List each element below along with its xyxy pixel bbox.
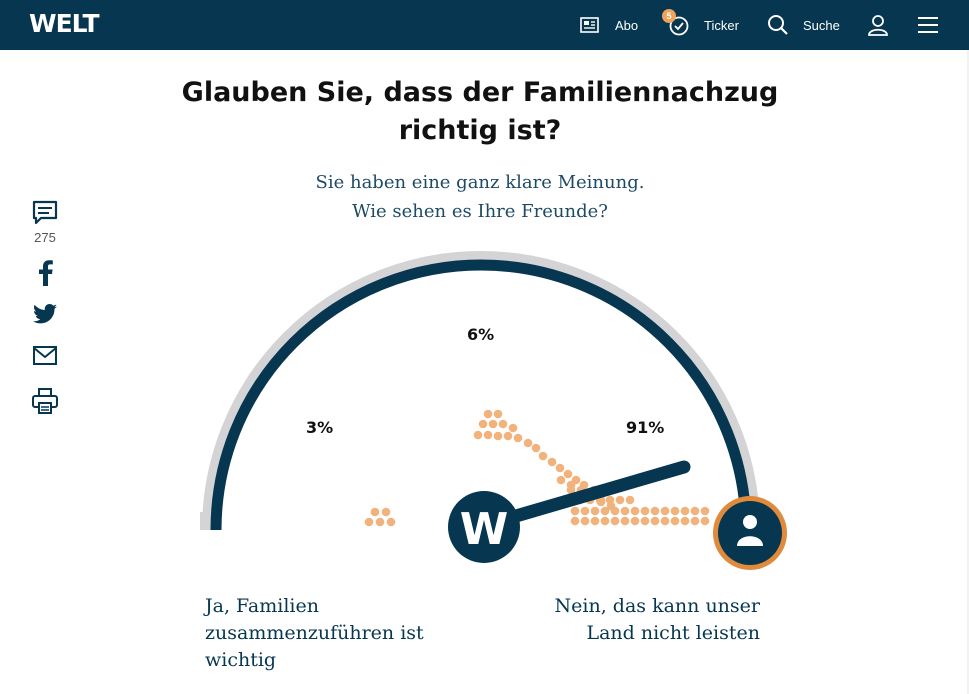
gauge-needle (478, 460, 691, 532)
abo-label: Abo (615, 17, 639, 33)
hamburger-menu-icon (918, 17, 938, 33)
ticker-label: Ticker (704, 17, 739, 33)
vote-dot (493, 409, 503, 419)
poll-subtitle-line1: Sie haben eine ganz klare Meinung. (315, 172, 645, 193)
vote-dot (478, 419, 488, 429)
vote-dot (483, 430, 493, 440)
search-button[interactable]: Suche (767, 0, 840, 50)
vote-dot (566, 480, 576, 490)
vote-dot (620, 506, 630, 516)
vote-dot (590, 516, 600, 526)
vote-dot (640, 506, 650, 516)
vote-dot (620, 516, 630, 526)
print-icon[interactable] (32, 388, 58, 414)
center-badge-letter: W (460, 504, 509, 555)
yes-percent: 3% (306, 418, 334, 437)
vote-dot (670, 516, 680, 526)
vote-dot (680, 506, 690, 516)
gauge-track-arc (202, 251, 760, 531)
ticker-badge: 5 (662, 9, 676, 23)
vote-dot (670, 506, 680, 516)
scrollbar-track[interactable] (967, 50, 969, 694)
poll-question: Glauben Sie, dass der Familiennachzug ri… (181, 77, 779, 146)
answer-yes-button[interactable]: Ja, Familien zusammenzuführen ist wichti… (205, 595, 424, 671)
vote-dot (650, 516, 660, 526)
answer-no-button[interactable]: Nein, das kann unser Land nicht leisten (554, 595, 760, 644)
search-icon (768, 15, 788, 35)
menu-button[interactable] (918, 0, 938, 50)
poll-subtitle-line2: Wie sehen es Ihre Freunde? (352, 201, 608, 222)
vote-dot (625, 495, 635, 505)
vote-dot (660, 506, 670, 516)
user-icon (868, 15, 888, 36)
vote-dot (650, 506, 660, 516)
vote-dot (483, 409, 493, 419)
vote-dot (538, 451, 548, 461)
mail-icon[interactable] (33, 346, 57, 365)
vote-dot (498, 419, 508, 429)
vote-dot (381, 507, 391, 517)
vote-dot (547, 457, 557, 467)
vote-dot (700, 516, 710, 526)
vote-dot (590, 506, 600, 516)
poll-subtitle: Sie haben eine ganz klare Meinung. Wie s… (230, 168, 730, 226)
vote-dot (630, 506, 640, 516)
welt-logo[interactable]: WELT (29, 9, 99, 38)
vote-dot (580, 516, 590, 526)
user-marker-icon (737, 515, 763, 546)
vote-dot (570, 506, 580, 516)
user-marker-inner (718, 501, 782, 565)
vote-dot (600, 506, 610, 516)
vote-dot (493, 431, 503, 441)
vote-dot (555, 463, 565, 473)
vote-dot (700, 506, 710, 516)
vote-dot (640, 516, 650, 526)
vote-dot (488, 419, 498, 429)
vote-dot (570, 516, 580, 526)
comment-count: 275 (34, 230, 56, 245)
vote-dot (508, 423, 518, 433)
comment-icon[interactable] (32, 200, 58, 226)
vote-dot (386, 517, 396, 527)
neutral-percent: 6% (467, 325, 495, 344)
top-navigation-bar: WELT Abo Ticker 5 Suche (0, 0, 969, 50)
account-button[interactable] (867, 0, 889, 50)
vote-dot (503, 431, 513, 441)
vote-dot (370, 507, 380, 517)
vote-dot (690, 516, 700, 526)
vote-dot (580, 506, 590, 516)
vote-dot (610, 516, 620, 526)
vote-dot (531, 443, 541, 453)
vote-dot (364, 517, 374, 527)
vote-dot (615, 495, 625, 505)
newspaper-icon (580, 17, 599, 33)
gauge-result-arc (210, 259, 752, 531)
vote-dot (690, 506, 700, 516)
vote-dot (473, 430, 483, 440)
no-percent: 91% (626, 418, 665, 437)
vote-dot (660, 516, 670, 526)
ticker-clock-icon (669, 16, 689, 36)
vote-dot (600, 516, 610, 526)
vote-dot (563, 469, 573, 479)
vote-dot (523, 438, 533, 448)
abo-button[interactable]: Abo (580, 0, 638, 50)
vote-dot (610, 506, 620, 516)
vote-dot (680, 516, 690, 526)
ticker-button[interactable]: Ticker (668, 0, 739, 50)
search-label: Suche (803, 17, 840, 33)
vote-dot (556, 475, 566, 485)
center-badge-circle (448, 491, 520, 563)
vote-dot (605, 495, 615, 505)
facebook-icon[interactable] (36, 260, 54, 286)
twitter-icon[interactable] (33, 304, 57, 324)
vote-dot (375, 517, 385, 527)
vote-dot (630, 516, 640, 526)
vote-dot (513, 433, 523, 443)
